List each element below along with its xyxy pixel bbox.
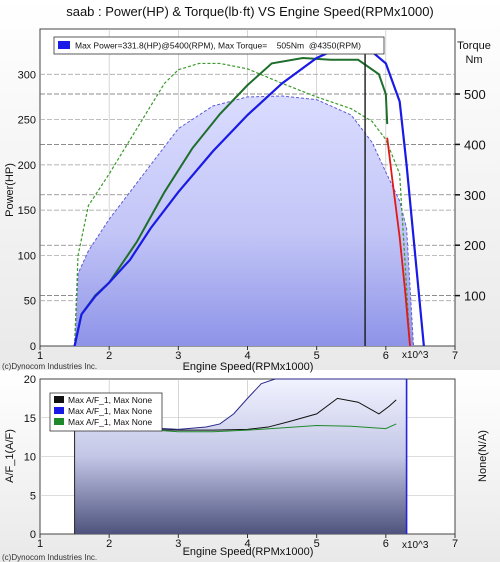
power-dashed-area (74, 96, 414, 346)
power-chart-title: saab : Power(HP) & Torque(lb·ft) VS Engi… (66, 4, 434, 19)
af-legend-label: Max A/F_1, Max None (68, 417, 152, 427)
y-tick-label: 20 (24, 374, 36, 386)
y-tick-label: 300 (18, 69, 36, 81)
af-legend-label: Max A/F_1, Max None (68, 406, 152, 416)
series-line-power (73, 44, 425, 347)
y-tick-label: 100 (18, 250, 36, 262)
af-y2-axis-label: None(N/A) (477, 430, 489, 482)
y-tick-label: 250 (18, 115, 36, 127)
af-legend-label: Max A/F_1, Max None (68, 395, 152, 405)
af-y-ticks: 0 5 10 15 20 (24, 374, 36, 541)
power-x-ticks: 1 2 3 4 5 6 7 (37, 346, 458, 362)
af-x-multiplier: x10^3 (402, 540, 429, 551)
af-series-group (74, 378, 408, 534)
power-y-ticks: 0 50 100 150 200 250 300 (18, 69, 36, 353)
x-tick-label: 4 (244, 538, 250, 550)
y-tick-label: 10 (24, 452, 36, 464)
power-series-group (73, 44, 425, 347)
x-tick-label: 5 (314, 538, 320, 550)
x-tick-label: 6 (383, 350, 389, 362)
y2-tick-label: 500 (464, 87, 486, 102)
x-tick-label: 4 (244, 350, 250, 362)
x-tick-label: 7 (452, 350, 458, 362)
af-x-ticks: 1 2 3 4 5 6 7 (37, 534, 458, 550)
power-legend-text: Max Power=331.8(HP)@5400(RPM), Max Torqu… (75, 41, 361, 51)
y-tick-label: 150 (18, 205, 36, 217)
y2-tick-label: 200 (464, 238, 486, 253)
af-copyright: (c)Dynocom Industries Inc. (2, 553, 97, 562)
power-legend-box (53, 36, 385, 55)
x-tick-label: 1 (37, 350, 43, 362)
torque-y2-label-line1: Torque (457, 40, 491, 52)
x-tick-label: 2 (106, 350, 112, 362)
power-y-axis-label: Power(HP) (4, 163, 16, 217)
series-line-torque-dashed (73, 62, 411, 347)
af-legend-swatch (54, 396, 64, 403)
x-tick-label: 3 (175, 350, 181, 362)
af-legend-swatch (54, 407, 64, 414)
y2-tick-label: 400 (464, 137, 486, 152)
af-legend-swatch (54, 418, 64, 425)
af-legend-box (49, 392, 163, 432)
af-filled-area (74, 379, 407, 534)
x-tick-label: 1 (37, 538, 43, 550)
y-tick-label: 0 (30, 529, 36, 541)
series-line-red-segment (386, 137, 411, 347)
x-tick-label: 6 (383, 538, 389, 550)
y2-tick-label: 100 (464, 289, 486, 304)
power-x-axis-label: Engine Speed(RPMx1000) (183, 361, 314, 373)
x-tick-label: 2 (106, 538, 112, 550)
power-legend-swatch (58, 41, 70, 49)
x-tick-label: 3 (175, 538, 181, 550)
y-tick-label: 5 (30, 490, 36, 502)
af-x-axis-label: Engine Speed(RPMx1000) (183, 546, 314, 558)
torque-y2-ticks: 100 200 300 400 500 (455, 87, 486, 304)
power-x-multiplier: x10^3 (402, 350, 429, 361)
af-y-axis-label: A/F_1(A/F) (4, 429, 16, 483)
power-copyright: (c)Dynocom Industries Inc. (2, 362, 97, 371)
x-tick-label: 5 (314, 350, 320, 362)
torque-y2-label-line2: Nm (465, 54, 482, 66)
x-tick-label: 7 (452, 538, 458, 550)
y-tick-label: 0 (30, 341, 36, 353)
y-tick-label: 200 (18, 160, 36, 172)
y-tick-label: 15 (24, 413, 36, 425)
y2-tick-label: 300 (464, 188, 486, 203)
y-tick-label: 50 (24, 296, 36, 308)
